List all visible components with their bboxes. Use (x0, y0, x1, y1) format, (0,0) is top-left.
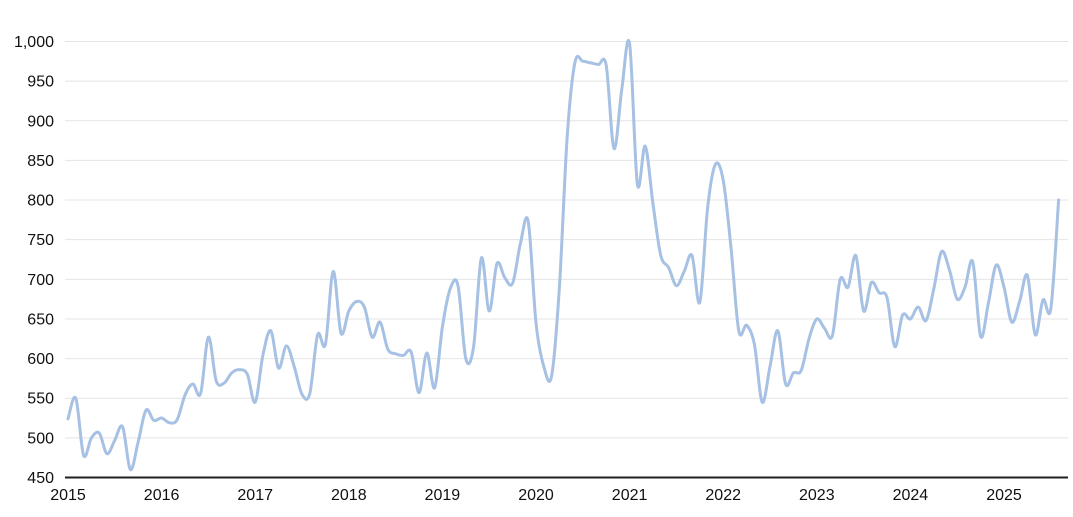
x-axis-tick-label: 2017 (237, 487, 273, 504)
x-axis-tick-label: 2016 (144, 487, 180, 504)
y-axis-tick-label: 500 (27, 430, 54, 447)
y-axis-tick-label: 1,000 (14, 34, 54, 51)
x-axis-tick-label: 2019 (425, 487, 461, 504)
x-axis-tick-label: 2025 (986, 487, 1022, 504)
y-axis-tick-label: 600 (27, 351, 54, 368)
x-axis-tick-label: 2024 (893, 487, 929, 504)
data-line (66, 39, 1061, 472)
x-axis-tick-label: 2022 (705, 487, 741, 504)
y-axis-tick-label: 900 (27, 113, 54, 130)
x-axis-tick-label: 2015 (50, 487, 86, 504)
y-axis-tick-label: 850 (27, 153, 54, 170)
y-axis-tick-label: 700 (27, 272, 54, 289)
y-axis-tick-label: 950 (27, 74, 54, 91)
x-axis-tick-label: 2021 (612, 487, 648, 504)
y-axis-tick-label: 450 (27, 470, 54, 487)
y-axis-tick-label: 800 (27, 193, 54, 210)
x-axis-tick-label: 2020 (518, 487, 554, 504)
y-axis-tick-label: 650 (27, 311, 54, 328)
x-axis-tick-label: 2018 (331, 487, 367, 504)
y-axis-tick-label: 750 (27, 232, 54, 249)
x-axis-tick-label: 2023 (799, 487, 835, 504)
y-axis-tick-label: 550 (27, 391, 54, 408)
